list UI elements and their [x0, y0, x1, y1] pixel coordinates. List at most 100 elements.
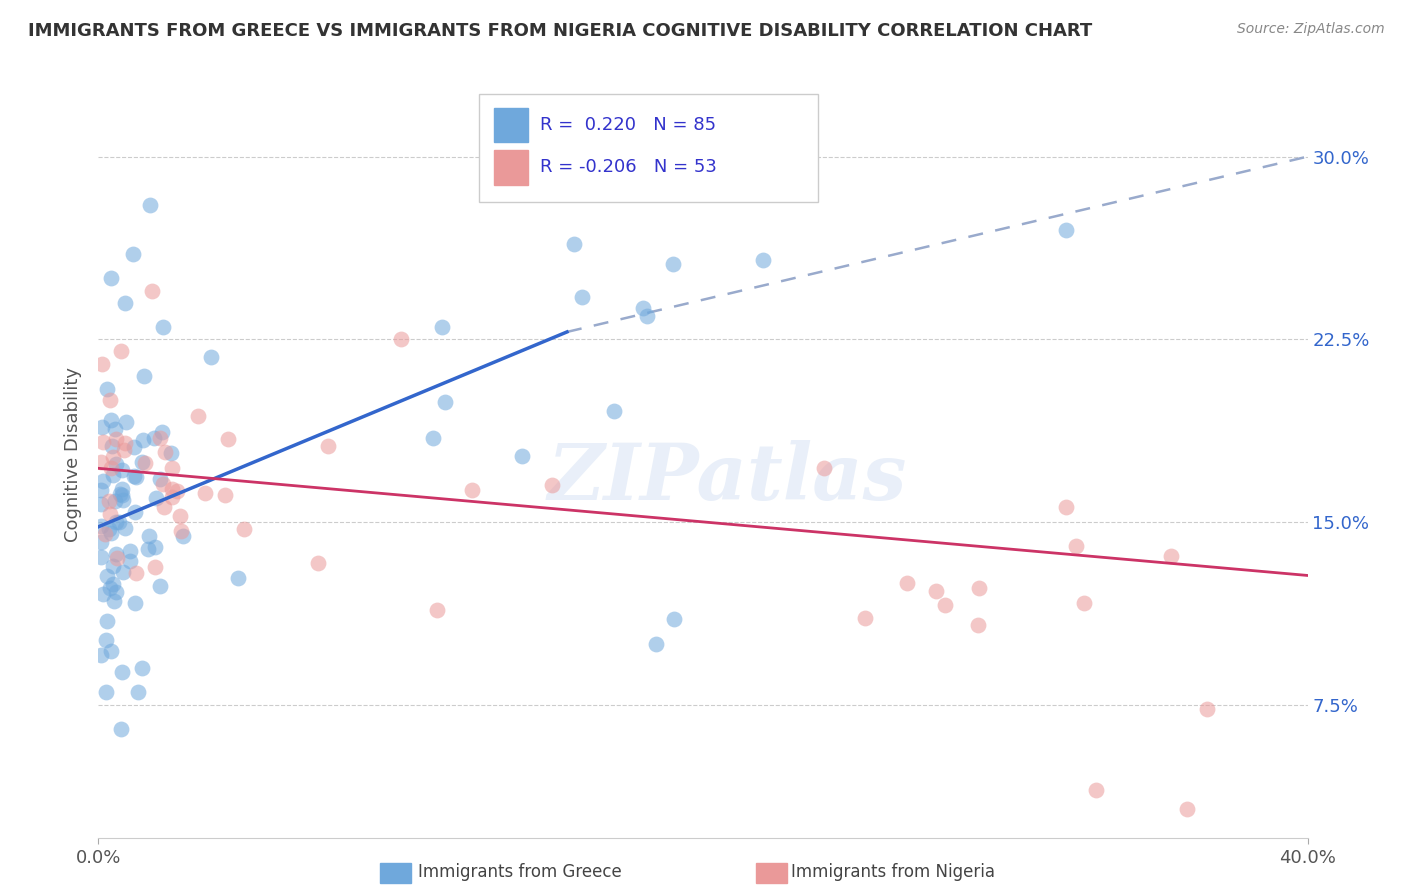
Point	[636, 310, 658, 324]
Point	[661, 257, 683, 271]
Point	[603, 403, 626, 417]
Point	[124, 596, 146, 610]
Point	[90, 550, 112, 565]
Point	[101, 558, 124, 573]
Point	[461, 483, 484, 498]
Point	[122, 441, 145, 455]
Point	[98, 393, 121, 408]
Point	[217, 432, 239, 446]
Point	[122, 469, 145, 483]
Point	[562, 236, 585, 251]
FancyBboxPatch shape	[479, 95, 818, 202]
Point	[131, 455, 153, 469]
Point	[112, 493, 135, 508]
Point	[316, 439, 339, 453]
Point	[96, 569, 118, 583]
Point	[934, 599, 956, 613]
Point	[139, 198, 162, 212]
Y-axis label: Cognitive Disability: Cognitive Disability	[65, 368, 83, 542]
Point	[94, 527, 117, 541]
Point	[98, 508, 121, 522]
Point	[1175, 802, 1198, 816]
Point	[169, 509, 191, 524]
Point	[120, 554, 142, 568]
Point	[112, 442, 135, 457]
Point	[159, 446, 181, 460]
Point	[94, 632, 117, 647]
Point	[153, 444, 176, 458]
Point	[104, 432, 127, 446]
Point	[200, 351, 222, 365]
Point	[115, 415, 138, 429]
Point	[98, 581, 121, 595]
Point	[160, 482, 183, 496]
Point	[132, 433, 155, 447]
Point	[1085, 782, 1108, 797]
Point	[103, 467, 125, 482]
Point	[631, 301, 654, 315]
Point	[645, 637, 668, 651]
Point	[160, 461, 183, 475]
Point	[143, 541, 166, 555]
Point	[90, 420, 112, 434]
Point	[90, 454, 112, 468]
Point	[101, 450, 124, 464]
Point	[108, 487, 131, 501]
Point	[422, 431, 444, 445]
Point	[114, 435, 136, 450]
Point	[194, 485, 217, 500]
Point	[571, 290, 593, 304]
Point	[90, 518, 112, 533]
Point	[1195, 702, 1218, 716]
Point	[111, 483, 134, 497]
Point	[114, 521, 136, 535]
Point	[232, 522, 254, 536]
Point	[105, 551, 128, 566]
Point	[152, 320, 174, 334]
Point	[1160, 549, 1182, 563]
Point	[100, 525, 122, 540]
Point	[152, 476, 174, 491]
Point	[104, 547, 127, 561]
Point	[149, 431, 172, 445]
Point	[131, 661, 153, 675]
Point	[124, 505, 146, 519]
Point	[108, 515, 131, 529]
Point	[430, 320, 453, 334]
Point	[93, 434, 115, 449]
Point	[96, 382, 118, 396]
Point	[389, 332, 412, 346]
Point	[602, 176, 624, 190]
Point	[662, 612, 685, 626]
Point	[96, 685, 118, 699]
Point	[90, 483, 112, 497]
Text: R =  0.220   N = 85: R = 0.220 N = 85	[540, 116, 716, 134]
Point	[121, 247, 143, 261]
Point	[967, 618, 990, 632]
Point	[166, 484, 188, 499]
Point	[100, 461, 122, 475]
Point	[111, 665, 134, 679]
Point	[1054, 222, 1077, 236]
Point	[149, 579, 172, 593]
Point	[110, 722, 132, 736]
Point	[111, 566, 134, 580]
Point	[101, 439, 124, 453]
Point	[853, 611, 876, 625]
Point	[96, 615, 118, 629]
Point	[813, 461, 835, 475]
Bar	[494, 150, 527, 185]
Point	[90, 648, 112, 662]
Point	[100, 271, 122, 285]
Point	[187, 409, 209, 423]
Point	[136, 542, 159, 557]
Text: R = -0.206   N = 53: R = -0.206 N = 53	[540, 158, 717, 177]
Point	[103, 593, 125, 607]
Point	[127, 685, 149, 699]
Point	[125, 566, 148, 581]
Point	[100, 412, 122, 426]
Text: IMMIGRANTS FROM GREECE VS IMMIGRANTS FROM NIGERIA COGNITIVE DISABILITY CORRELATI: IMMIGRANTS FROM GREECE VS IMMIGRANTS FRO…	[28, 22, 1092, 40]
Point	[142, 431, 165, 445]
Point	[1054, 500, 1077, 515]
Point	[91, 474, 114, 488]
